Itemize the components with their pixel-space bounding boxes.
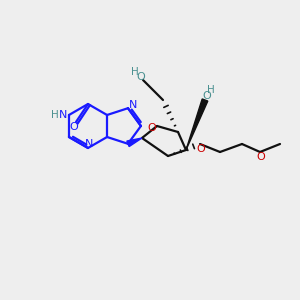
Text: O: O: [256, 152, 266, 162]
Polygon shape: [127, 138, 142, 147]
Text: O: O: [202, 91, 211, 101]
Text: N: N: [85, 139, 93, 149]
Text: O: O: [148, 123, 156, 133]
Polygon shape: [186, 99, 208, 150]
Text: N: N: [59, 110, 67, 120]
Text: O: O: [196, 144, 206, 154]
Text: H: H: [51, 110, 59, 120]
Text: O: O: [136, 72, 146, 82]
Text: H: H: [207, 85, 215, 95]
Text: O: O: [70, 122, 78, 132]
Text: N: N: [129, 100, 137, 110]
Text: H: H: [131, 67, 139, 77]
